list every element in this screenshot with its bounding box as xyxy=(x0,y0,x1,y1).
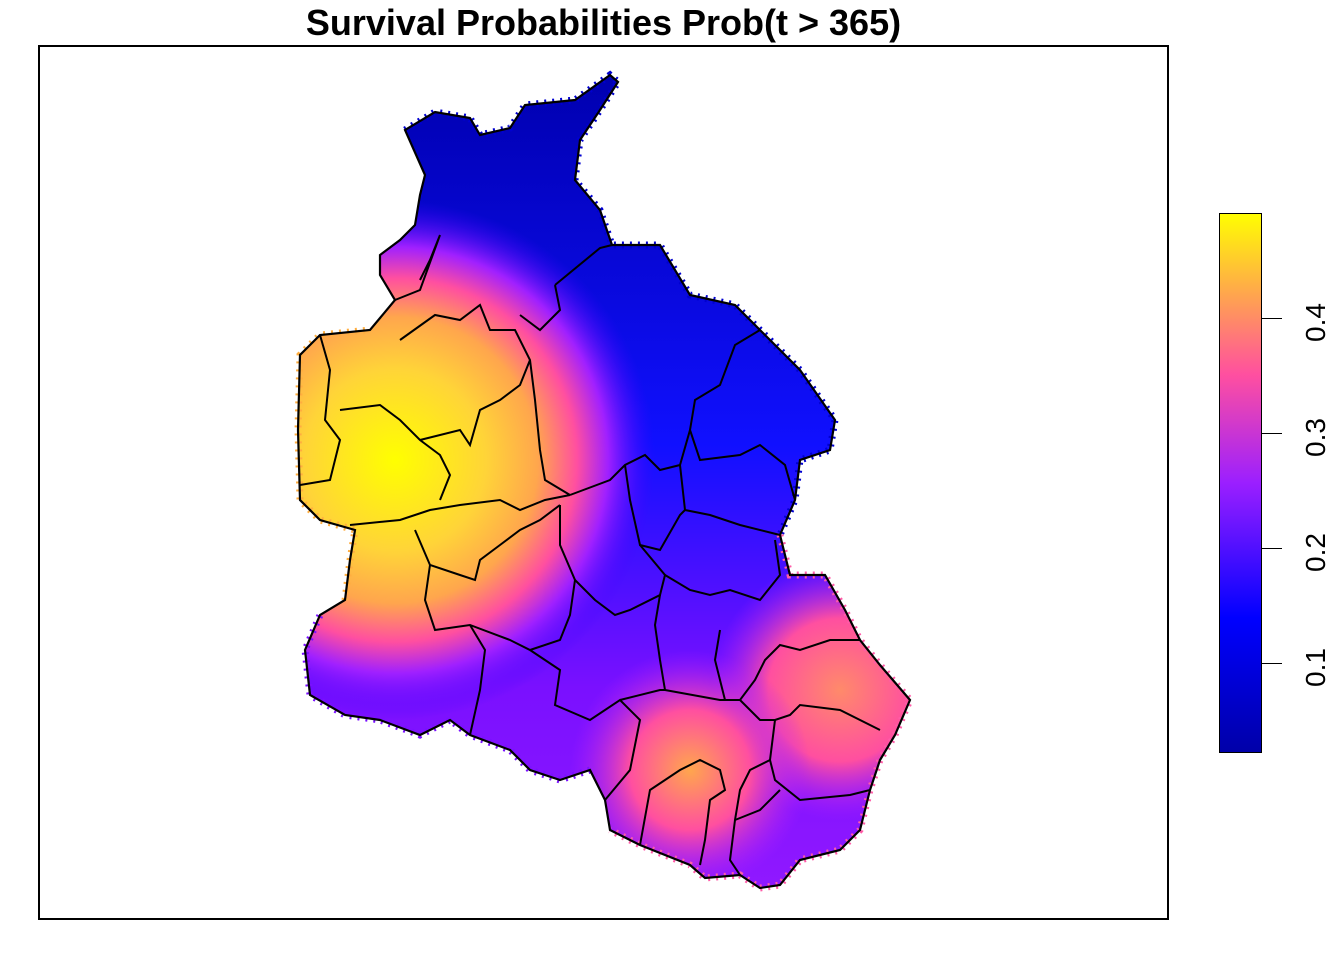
survival-surface xyxy=(298,75,910,888)
legend-label-0.3: 0.3 xyxy=(1300,418,1331,457)
plot-frame xyxy=(38,45,1169,920)
legend-colorbar xyxy=(1219,213,1262,753)
region-boundaries xyxy=(296,73,912,890)
legend-frame xyxy=(1219,213,1262,753)
legend-tick-0.3 xyxy=(1262,433,1282,434)
legend-label-0.1: 0.1 xyxy=(1300,648,1331,687)
legend-tick-0.1 xyxy=(1262,663,1282,664)
legend-label-0.2: 0.2 xyxy=(1300,533,1331,572)
legend-label-0.4: 0.4 xyxy=(1300,303,1331,342)
legend-tick-0.2 xyxy=(1262,548,1282,549)
plot-title: Survival Probabilities Prob(t > 365) xyxy=(305,2,902,43)
legend-tick-0.4 xyxy=(1262,318,1282,319)
